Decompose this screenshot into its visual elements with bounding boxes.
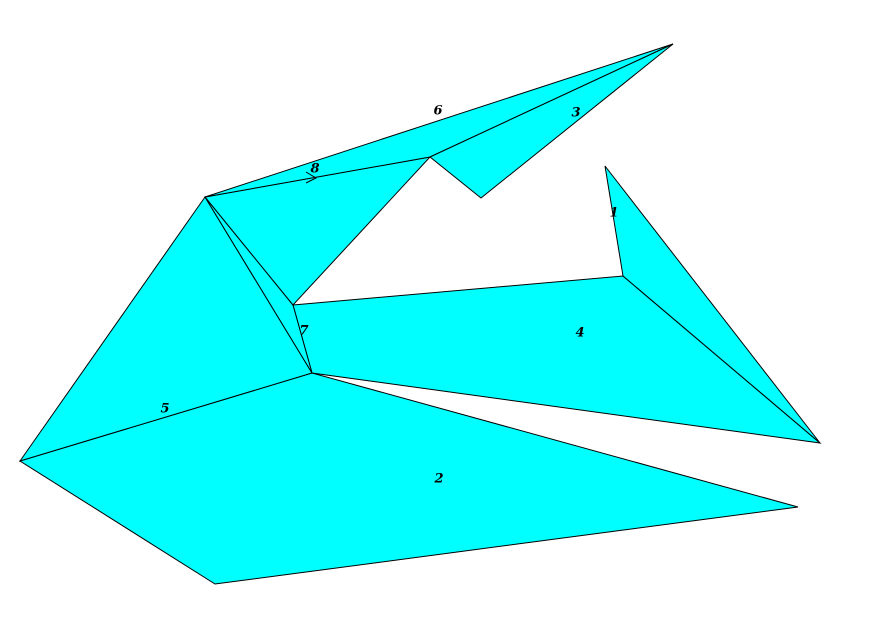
piece-label-7: 7	[299, 324, 308, 339]
arrow-mark	[305, 171, 318, 184]
piece-label-5: 5	[160, 402, 169, 417]
piece-label-6: 6	[433, 104, 442, 119]
piece-label-3: 3	[571, 106, 580, 121]
piece-label-4: 4	[575, 326, 584, 341]
piece-label-1: 1	[609, 206, 618, 221]
piece-label-8: 8	[310, 162, 319, 177]
piece-label-2: 2	[433, 472, 443, 487]
piece-3	[429, 43, 674, 199]
piece-1	[604, 165, 821, 444]
piece-6	[204, 43, 674, 198]
